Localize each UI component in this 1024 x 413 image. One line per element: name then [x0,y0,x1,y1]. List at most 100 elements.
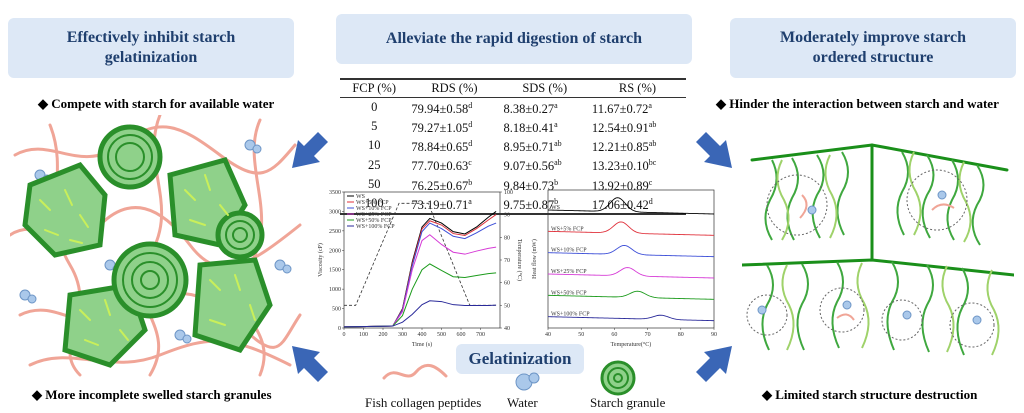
y2-tick-label: 90 [504,213,510,219]
bullet-right-bottom: ◆ Limited starch structure destruction [762,387,978,402]
gelatinization-label: Gelatinization [456,344,584,374]
peptide-legend-icon [382,363,448,380]
right-header-text: Moderately improve starch ordered struct… [779,29,967,66]
y-tick-label: 0 [338,326,341,332]
x-tick-label: 0 [343,332,346,338]
y-axis-label: Heat flow (mW) [531,239,538,279]
table-row: 100 73.19±0.71a 9.75±0.87b 17.06±0.42d [340,193,686,215]
diamond-icon: ◆ [762,387,772,402]
series-label: WS+25% FCP [551,269,587,275]
y-tick-label: 2000 [329,248,341,254]
y-tick-label: 2500 [329,229,341,235]
series-label: WS+50% FCP [551,290,587,296]
y-tick-label: 3000 [329,209,341,215]
x-tick-label: 500 [437,332,446,338]
table-cell: 8.95±0.71ab [503,139,562,155]
series-label: WS+10% FCP [551,248,587,254]
arrow-icon [696,346,732,382]
bullet-right-top: ◆ Hinder the interaction between starch … [716,96,999,111]
column-header: SDS (%) [500,78,589,98]
table-cell: 8.38±0.27a [503,101,558,117]
heat-flow-curve [547,314,715,322]
y-tick-label: 1000 [329,287,341,293]
heat-flow-curve [547,221,715,236]
legend-granule: Starch granule [590,395,666,410]
right-header: Moderately improve starch ordered struct… [730,18,1016,78]
table-cell: 79.27±1.05d [411,120,473,136]
table-cell: 79.94±0.58d [411,101,473,117]
x-axis-label: Temperature(°C) [611,341,652,348]
y2-tick-label: 60 [504,281,510,287]
table-row: 50 76.25±0.67b 9.84±0.73b 13.92±0.89c [340,175,686,194]
table-cell: 73.19±0.71a [408,193,501,215]
water-legend-icon [515,372,540,391]
x-tick-label: 200 [379,332,388,338]
table-cell: 76.25±0.67b [411,177,473,193]
y-tick-label: 1500 [329,268,341,274]
arrow-icon [292,132,328,168]
x-tick-label: 400 [418,332,427,338]
table-cell: 13.92±0.89c [591,177,653,193]
diamond-icon: ◆ [716,96,726,111]
series-line [343,222,497,328]
y-axis-label: Viscosity (cP) [317,243,324,277]
table-cell: 10 [367,138,381,153]
table-cell: 9.07±0.56ab [503,158,562,174]
arrow-icon [696,132,732,168]
left-granule-illustration [10,115,302,377]
heat-flow-curve [547,290,715,300]
y-tick-label: 3500 [329,190,341,196]
table-row: 5 79.27±1.05d 8.18±0.41a 12.54±0.91ab [340,117,686,136]
y2-axis-label: Temperature (°C) [516,239,523,281]
diamond-icon: ◆ [38,96,48,111]
x-tick-label: 90 [711,332,717,338]
column-header: RDS (%) [408,78,501,98]
left-header-text: Effectively inhibit starch gelatinizatio… [66,29,236,66]
digestion-table: FCP (%) RDS (%) SDS (%) RS (%) 0 79.94±0.… [340,78,686,215]
series-line [343,214,497,328]
table-row: 10 78.84±0.65d 8.95±0.71ab 12.21±0.85ab [340,136,686,155]
table-cell: 12.54±0.91ab [591,120,657,136]
plot-frame [547,189,715,329]
column-header: RS (%) [588,78,686,98]
table-cell: 100 [340,193,409,215]
heat-flow-curve [547,197,715,215]
rva-viscosity-chart: 0 100 200 300 400 500 600 700 0 500 1000 1500 2000 25… [317,190,523,348]
right-structure-illustration [742,143,1014,356]
y-tick-label: 500 [332,307,341,313]
table-cell: 78.84±0.65d [411,139,473,155]
table-cell: 9.84±0.73b [503,177,559,193]
x-tick-label: 70 [645,332,651,338]
legend-label: WS+50% FCP [356,218,392,224]
granule-legend-icon [600,360,636,396]
series-line [343,234,497,328]
x-tick-label: 80 [678,332,684,338]
table-cell: 0 [371,100,378,115]
y2-tick-label: 70 [504,258,510,264]
legend-peptides: Fish collagen peptides [365,395,482,410]
table-header-row: FCP (%) RDS (%) SDS (%) RS (%) [340,78,686,98]
dsc-heat-flow-chart: 40 50 60 70 80 90 Temperature(°C) Heat flow (mW… [531,189,717,348]
legend-label: WS+100% FCP [356,224,395,230]
x-tick-label: 700 [476,332,485,338]
table-row: 25 77.70±0.63c 9.07±0.56ab 13.23±0.10bc [340,155,686,174]
x-tick-label: 600 [457,332,466,338]
arrow-icon [292,346,328,382]
series-line [343,300,497,328]
y2-tick-label: 40 [504,326,510,332]
center-header: Alleviate the rapid digestion of starch [336,14,692,64]
table-cell: 17.06±0.42d [588,193,686,215]
diamond-icon: ◆ [32,387,42,402]
x-tick-label: 50 [578,332,584,338]
legend-water: Water [507,395,538,410]
table-cell: 50 [367,176,381,191]
bullet-left-top: ◆ Compete with starch for available wate… [38,96,275,111]
table-cell: 77.70±0.63c [411,158,472,174]
table-cell: 5 [371,119,378,134]
x-tick-label: 300 [398,332,407,338]
table-row: 0 79.94±0.58d 8.38±0.27a 11.67±0.72a [340,98,686,118]
bullet-left-bottom: ◆ More incomplete swelled starch granule… [32,387,272,402]
series-label: WS+5% FCP [551,226,584,232]
center-header-text: Alleviate the rapid digestion of starch [385,30,643,47]
y2-tick-label: 100 [504,190,513,196]
